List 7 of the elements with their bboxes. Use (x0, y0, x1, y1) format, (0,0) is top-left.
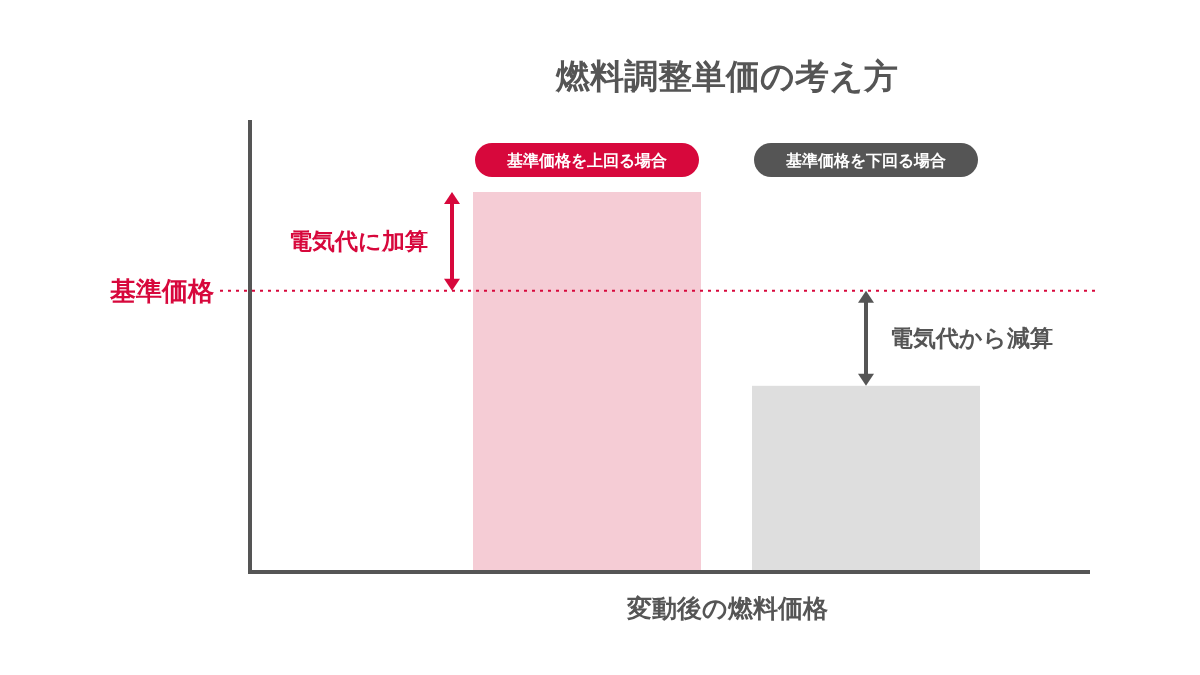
ref-line-label: 基準価格 (109, 275, 214, 306)
x-tick-label: 基準価格を下回る場合 (785, 152, 946, 169)
x-axis-title: 変動後の燃料価格 (625, 594, 828, 622)
annotation: 電気代に加算 (289, 228, 428, 255)
x-tick-label: 基準価格を上回る場合 (506, 152, 667, 169)
annotation: 電気代から減算 (890, 325, 1053, 352)
chart-title: 燃料調整単価の考え方 (555, 57, 898, 95)
